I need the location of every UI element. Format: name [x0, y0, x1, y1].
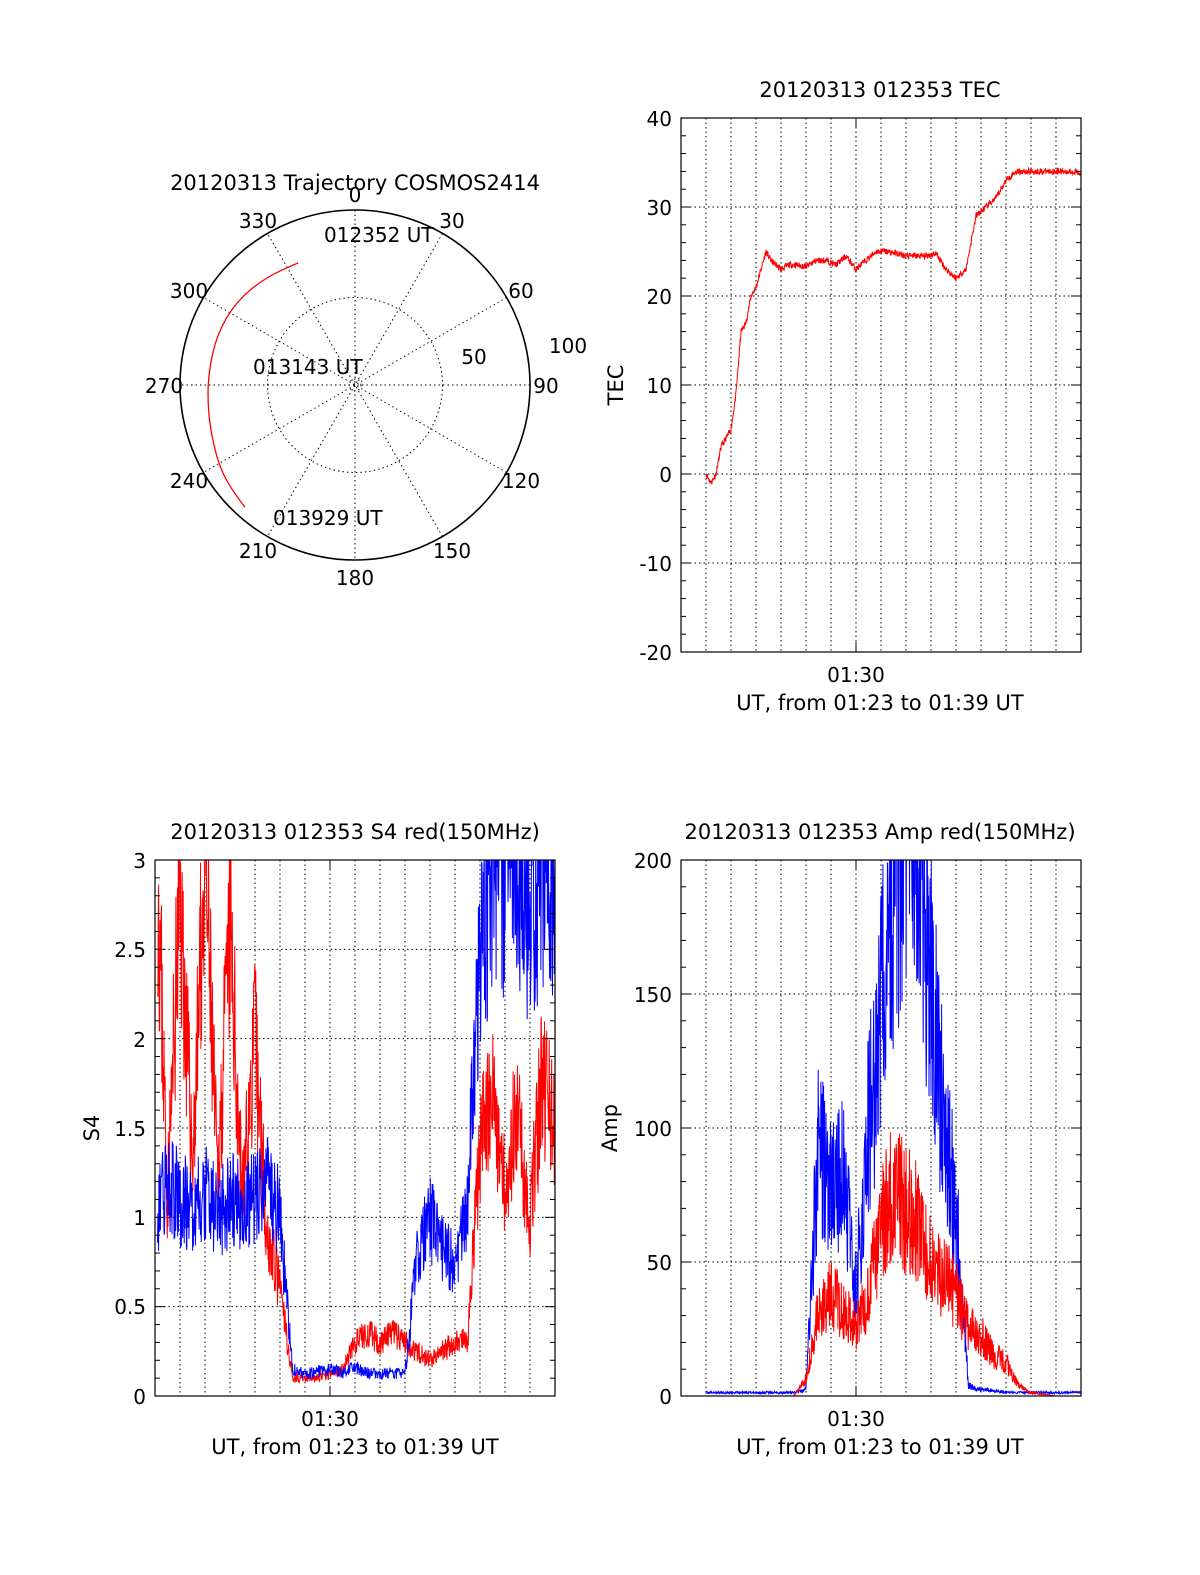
radial-label-100: 100 — [549, 334, 587, 358]
tec-ytick-label-5: -10 — [639, 552, 672, 576]
series-line-0 — [705, 166, 1081, 485]
s4-ylabel: S4 — [80, 1115, 104, 1142]
tec-panel: 20120313 012353 TEC 40 30 20 10 0 -10 -2… — [604, 78, 1082, 715]
s4-series — [157, 860, 555, 1385]
s4-ytick-label-1: 2.5 — [114, 938, 146, 962]
trajectory-panel: 20120313 Trajectory COSMOS2414 0 30 60 90 12… — [145, 171, 587, 590]
azimuth-label-150: 150 — [433, 539, 471, 563]
azimuth-label-120: 120 — [502, 469, 540, 493]
trajectory-end-label: 013929 UT — [273, 506, 383, 530]
amp-panel: 20120313 012353 Amp red(150MHz) 200 150 … — [598, 820, 1082, 1459]
tec-ytick-label-2: 20 — [647, 285, 672, 309]
tec-xlabel: UT, from 01:23 to 01:39 UT — [736, 691, 1024, 715]
trajectory-mid-label: 013143 UT — [253, 355, 363, 379]
tec-grid — [681, 118, 1081, 652]
radial-label-50: 50 — [461, 345, 486, 369]
amp-xtick-label: 01:30 — [827, 1407, 885, 1431]
s4-ticks — [155, 859, 555, 1397]
amp-series — [705, 860, 1081, 1396]
amp-xlabel: UT, from 01:23 to 01:39 UT — [736, 1435, 1024, 1459]
azimuth-label-90: 90 — [533, 374, 558, 398]
s4-ytick-label-3: 1.5 — [114, 1117, 146, 1141]
polar-ring-50 — [267, 297, 443, 473]
tec-ytick-label-6: -20 — [639, 641, 672, 665]
polar-center-ring — [348, 378, 362, 392]
trajectory-line — [207, 262, 299, 508]
tec-ylabel: TEC — [604, 365, 628, 407]
polar-outer-circle — [179, 209, 531, 561]
azimuth-label-180: 180 — [336, 566, 374, 590]
amp-ytick-label-0: 200 — [634, 849, 672, 873]
azimuth-label-300: 300 — [170, 279, 208, 303]
s4-ytick-label-2: 2 — [133, 1028, 146, 1052]
tec-ytick-label-0: 40 — [647, 107, 672, 131]
s4-ytick-label-0: 3 — [133, 849, 146, 873]
azimuth-labels: 0 30 60 90 120 150 180 210 240 270 300 330 — [145, 183, 559, 590]
tec-ticks — [681, 117, 1081, 653]
series-line-0 — [705, 860, 1081, 1396]
s4-ytick-label-6: 0 — [133, 1385, 146, 1409]
s4-xtick-label: 01:30 — [301, 1407, 359, 1431]
amp-ytick-label-2: 100 — [634, 1117, 672, 1141]
azimuth-label-0: 0 — [349, 183, 362, 207]
tec-series — [705, 166, 1081, 485]
azimuth-label-30: 30 — [439, 209, 464, 233]
azimuth-label-330: 330 — [239, 209, 277, 233]
polar-grid — [180, 210, 530, 560]
tec-xtick-label: 01:30 — [827, 663, 885, 687]
trajectory-title: 20120313 Trajectory COSMOS2414 — [170, 171, 540, 195]
series-line-0 — [157, 860, 555, 1385]
trajectory-start-label: 012352 UT — [324, 223, 434, 247]
amp-ytick-label-4: 0 — [659, 1385, 672, 1409]
s4-ytick-label-4: 1 — [133, 1206, 146, 1230]
s4-xlabel: UT, from 01:23 to 01:39 UT — [211, 1435, 499, 1459]
amp-ticks — [681, 859, 1081, 1397]
amp-title: 20120313 012353 Amp red(150MHz) — [684, 820, 1075, 844]
tec-ytick-label-3: 10 — [647, 374, 672, 398]
s4-title: 20120313 012353 S4 red(150MHz) — [170, 820, 540, 844]
azimuth-label-240: 240 — [170, 469, 208, 493]
series-line-1 — [706, 1132, 1081, 1396]
azimuth-label-210: 210 — [239, 539, 277, 563]
tec-title: 20120313 012353 TEC — [759, 78, 1000, 102]
azimuth-label-60: 60 — [508, 279, 533, 303]
s4-panel: 20120313 012353 S4 red(150MHz) 3 2.5 2 1… — [80, 820, 556, 1459]
s4-ytick-label-5: 0.5 — [114, 1295, 146, 1319]
tec-ytick-label-1: 30 — [647, 196, 672, 220]
amp-ylabel: Amp — [598, 1104, 622, 1152]
azimuth-label-270: 270 — [145, 374, 183, 398]
trajectory-track — [207, 262, 299, 508]
amp-ytick-label-3: 50 — [647, 1251, 672, 1275]
amp-ytick-label-1: 150 — [634, 983, 672, 1007]
tec-ytick-label-4: 0 — [659, 463, 672, 487]
series-line-1 — [157, 860, 555, 1380]
